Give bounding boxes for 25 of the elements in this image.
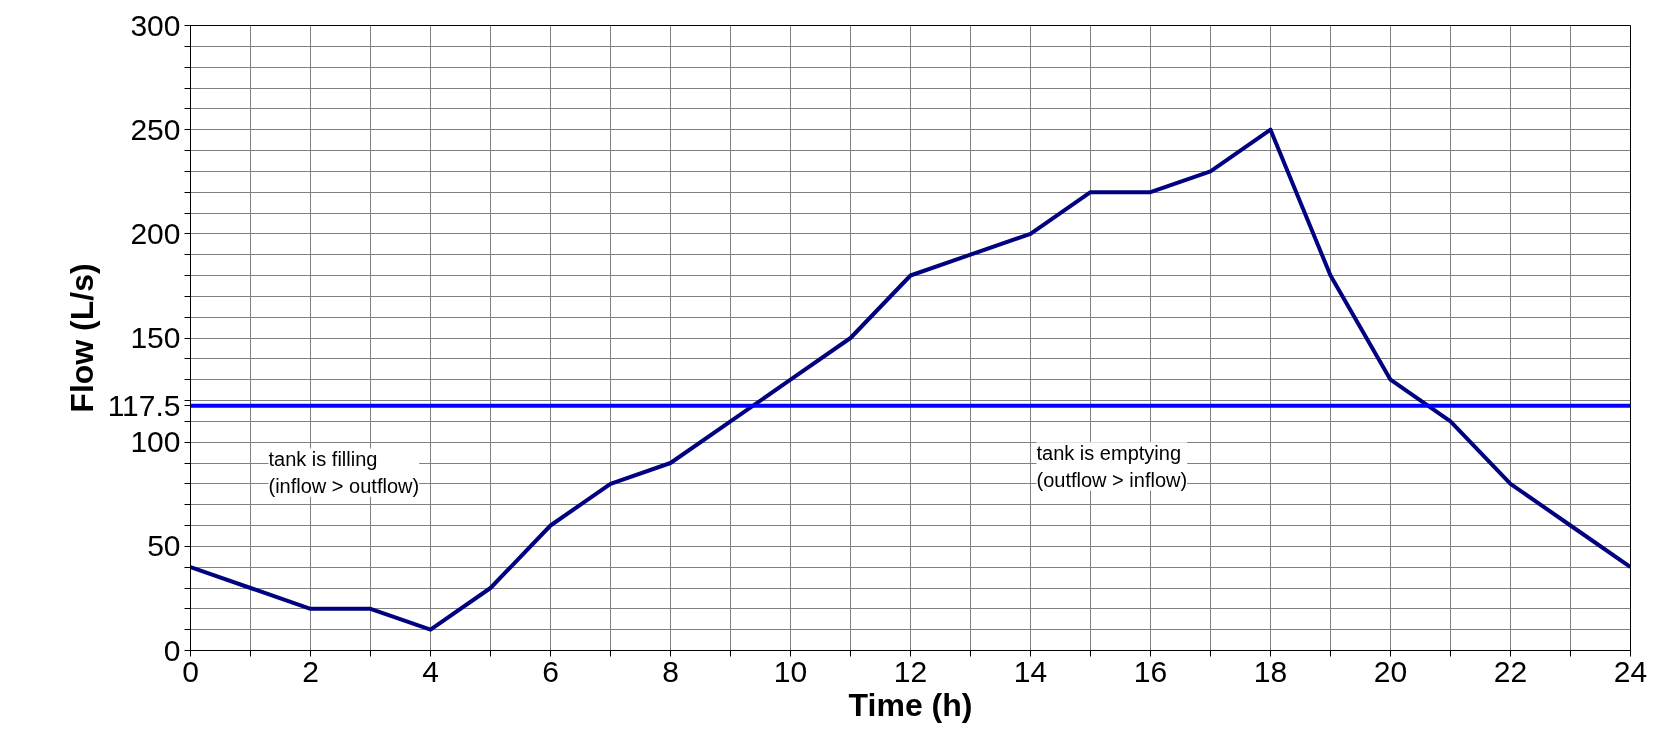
x-tick-label: 16 [1133,654,1168,688]
y-tick-label: 50 [147,529,181,563]
x-tick-label: 18 [1253,654,1288,688]
x-tick-label: 6 [542,654,559,688]
y-tick-label: 300 [130,8,181,42]
x-tick-label: 12 [893,654,928,688]
x-axis-title: Time (h) [848,686,973,723]
y-tick-label: 117.5 [107,388,181,422]
y-tick-label: 0 [163,633,181,667]
y-tick-label: 250 [130,112,181,146]
y-axis-title: Flow (L/s) [63,263,100,413]
x-tick-label: 22 [1493,654,1528,688]
x-tick-label: 2 [302,654,319,688]
y-tick-label: 100 [130,425,181,459]
y-tick-label: 150 [130,321,181,354]
line-series [190,127,1631,632]
x-tick-label: 10 [773,654,808,688]
x-tick-label: 4 [422,654,439,688]
annotation: tank is filling (inflow > outflow) [268,448,420,497]
y-tick-label: 200 [130,216,181,250]
x-tick-label: 14 [1013,654,1048,688]
x-tick-label: 24 [1613,654,1648,688]
x-tick-label: 20 [1373,654,1408,688]
annotation: tank is emptying (outflow > inflow) [1036,442,1188,491]
x-tick-label: 8 [662,654,679,688]
